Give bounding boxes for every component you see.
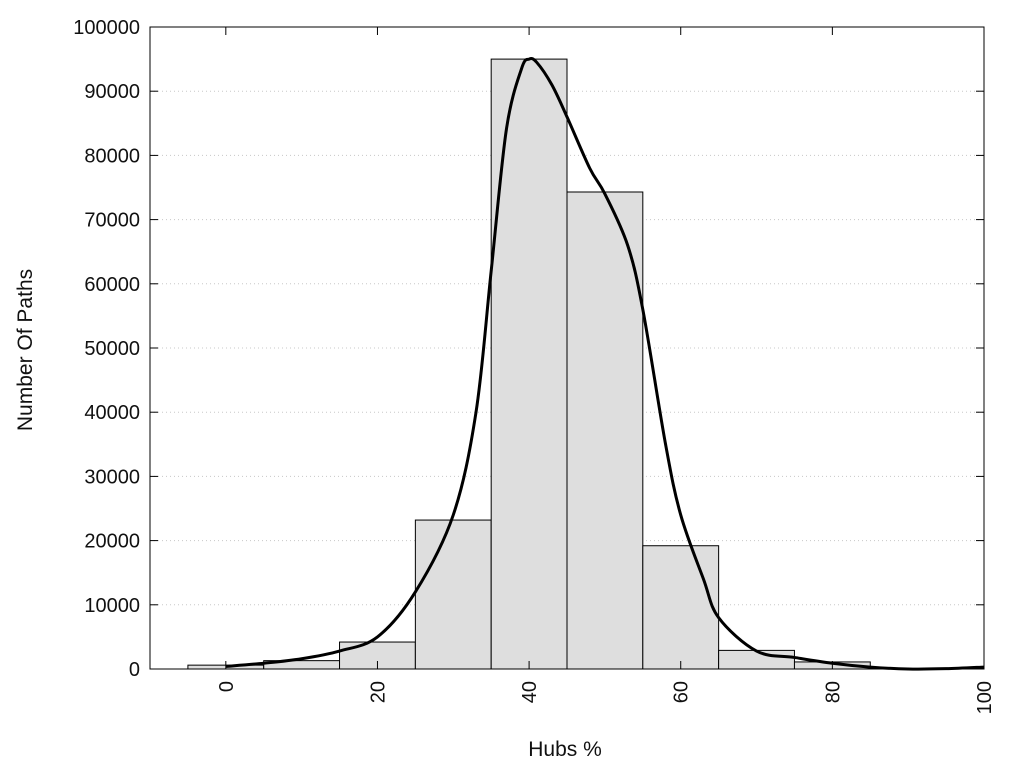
histogram-bars: [187, 58, 871, 670]
histogram-bar: [718, 649, 795, 670]
histogram-bar: [490, 58, 568, 670]
x-tick-label: 40: [519, 681, 541, 703]
y-tick-label: 20000: [84, 531, 140, 553]
histogram-bar: [642, 545, 720, 670]
y-tick-label: 60000: [84, 274, 140, 296]
y-axis-title: Number Of Paths: [14, 269, 37, 431]
y-tick-label: 70000: [84, 210, 140, 232]
tick-labels: 0 10000 20000 30000 40000 50000 60000 70000 8000…: [73, 17, 996, 714]
histogram-bar: [566, 191, 644, 670]
density-curve: [225, 57, 985, 671]
x-tick-label: 20: [367, 681, 389, 703]
x-tick-label: 80: [822, 681, 844, 703]
x-axis-title: Hubs %: [528, 738, 602, 761]
y-tick-label: 0: [129, 659, 140, 681]
axis-ticks: [150, 26, 985, 670]
y-tick-label: 50000: [84, 338, 140, 360]
x-tick-label: 100: [974, 681, 996, 714]
y-tick-label: 80000: [84, 145, 140, 167]
density-curve-layer: [225, 57, 985, 671]
y-tick-label: 100000: [73, 17, 140, 39]
y-tick-label: 40000: [84, 402, 140, 424]
histogram-bar: [414, 519, 492, 670]
x-tick-label: 60: [671, 681, 693, 703]
x-tick-label: 0: [216, 681, 238, 692]
y-tick-label: 30000: [84, 466, 140, 488]
y-tick-label: 10000: [84, 595, 140, 617]
y-tick-label: 90000: [84, 81, 140, 103]
